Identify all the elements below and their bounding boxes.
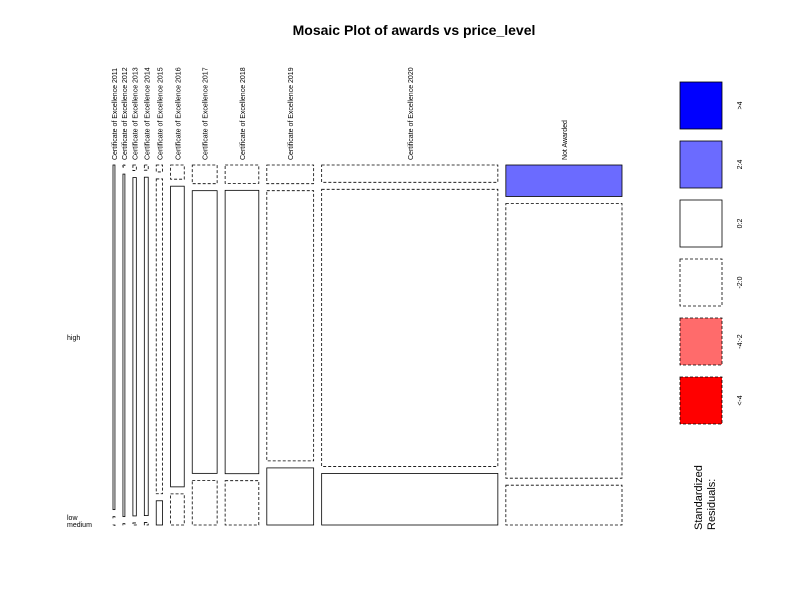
column-label-10: Certificate of Excellence 2020 (408, 67, 415, 160)
tile-6-low (170, 493, 185, 526)
tile-1-low (112, 524, 116, 527)
legend-swatch-6 (679, 376, 723, 425)
legend-swatch-3 (679, 199, 723, 248)
tile-9-high (266, 164, 315, 185)
legend-swatch-4 (679, 258, 723, 307)
tile-2-high (122, 164, 126, 168)
legend-label-2: 2:4 (737, 160, 744, 170)
legend-label-1: >4 (737, 101, 744, 109)
tile-8-medium (224, 189, 260, 475)
column-label-4: Certificate of Excellence 2014 (144, 67, 151, 160)
legend-swatch-5 (679, 317, 723, 366)
tile-1-medium (112, 516, 116, 519)
legend-title-line-1: Standardized (693, 465, 705, 530)
tile-7-low (191, 479, 218, 526)
legend-label-6: <-4 (737, 395, 744, 405)
tile-3-low (132, 522, 137, 526)
column-label-9: Certificate of Excellence 2019 (288, 67, 295, 160)
column-label-6: Certificate of Excellence 2016 (175, 67, 182, 160)
tile-9-medium (266, 190, 315, 462)
tile-8-high (224, 164, 260, 184)
chart-title: Mosaic Plot of awards vs price_level (293, 22, 536, 38)
tile-4-low (143, 522, 149, 526)
tile-3-medium (132, 177, 137, 517)
legend-swatch-2 (679, 140, 723, 189)
row-label-low: low (67, 515, 78, 522)
column-labels: Certificate of Excellence 2011 Certificat… (112, 67, 569, 160)
tile-2-low (122, 523, 126, 526)
column-label-7: Certificate of Excellence 2017 (203, 67, 210, 160)
column-label-11: Not Awarded (562, 120, 569, 160)
tile-10-medium (321, 188, 499, 467)
tile-2-medium (122, 173, 126, 518)
tile-5-medium (155, 178, 163, 495)
row-label-medium: medium (67, 522, 92, 529)
column-label-2: Certificate of Excellence 2012 (122, 67, 129, 160)
column-label-8: Certificate of Excellence 2018 (240, 67, 247, 160)
legend-swatch-1 (679, 81, 723, 130)
legend-label-4: -2:0 (737, 276, 744, 288)
legend-title-line-2: Residuals: (706, 479, 718, 530)
tile-9-low (266, 467, 315, 526)
tile-8-low (224, 480, 260, 526)
tile-4-medium (143, 176, 149, 516)
row-label-high: high (67, 335, 80, 342)
mosaic-tiles (112, 164, 623, 527)
legend: >4 2:4 0:2 -2:0 -4:-2 <-4 Standardized Residual… (679, 81, 744, 530)
tile-5-low (155, 500, 163, 526)
tile-7-medium (191, 190, 218, 474)
tile-11-medium (505, 203, 623, 479)
tile-6-high (170, 164, 185, 180)
column-label-5: Certificate of Excellence 2015 (157, 67, 164, 160)
legend-label-5: -4:-2 (737, 334, 744, 349)
tile-7-high (191, 164, 218, 185)
tile-11-high (505, 164, 623, 197)
column-label-3: Certificate of Excellence 2013 (133, 67, 140, 160)
tile-10-high (321, 164, 499, 183)
tile-10-low (321, 473, 499, 526)
column-label-1: Certificate of Excellence 2011 (112, 68, 119, 160)
tile-5-high (155, 164, 163, 173)
tile-3-high (132, 164, 137, 171)
legend-label-3: 0:2 (737, 219, 744, 229)
tile-6-medium (170, 185, 185, 488)
tile-11-low (505, 484, 623, 526)
tile-4-high (143, 164, 149, 171)
tile-1-high (112, 164, 116, 511)
